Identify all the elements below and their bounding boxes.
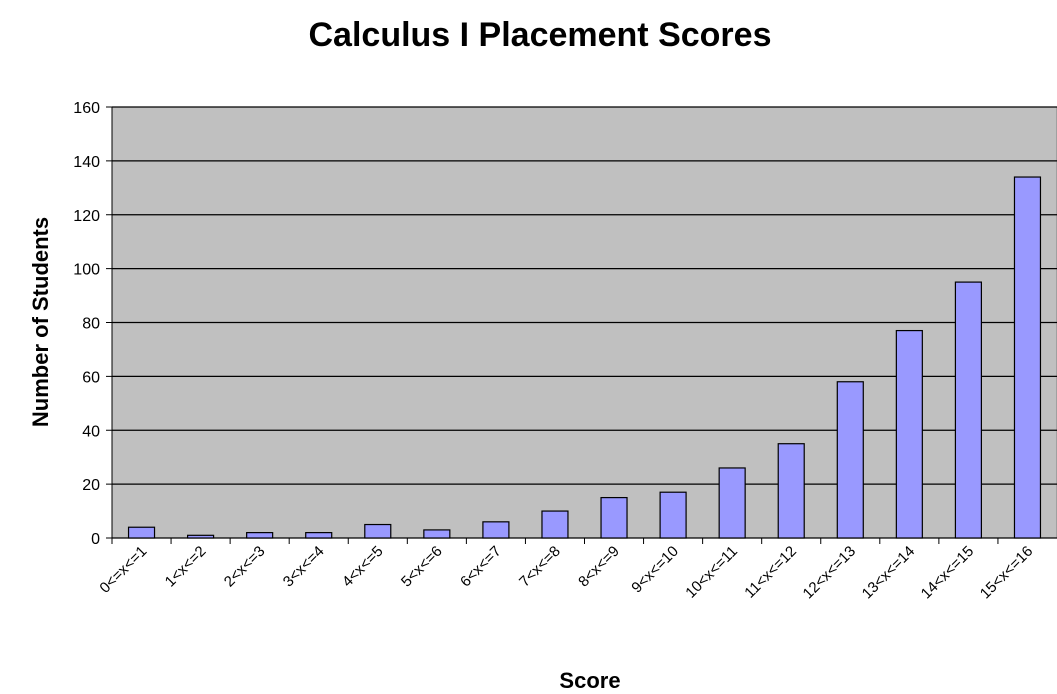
x-tick-label: 14<x<=15 <box>918 543 978 603</box>
y-axis-label: Number of Students <box>28 217 53 427</box>
bar <box>600 496 628 539</box>
x-tick-label: 8<x<=9 <box>575 543 623 591</box>
x-tick-label: 10<x<=11 <box>682 543 741 602</box>
x-tick-label: 13<x<=14 <box>859 543 919 603</box>
y-tick-label: 60 <box>82 369 100 386</box>
x-tick-label: 3<x<=4 <box>280 543 328 591</box>
y-tick-label: 20 <box>82 477 100 494</box>
bar <box>541 510 569 539</box>
x-tick-label: 5<x<=6 <box>398 543 446 591</box>
y-tick-label: 80 <box>82 316 100 333</box>
x-tick-label: 1<x<=2 <box>162 543 210 591</box>
y-tick-label: 120 <box>73 208 100 225</box>
bar <box>1013 176 1042 539</box>
x-tick-label: 7<x<=8 <box>516 543 564 591</box>
bar <box>187 534 215 539</box>
x-tick-label: 2<x<=3 <box>221 543 269 591</box>
bar <box>954 281 982 539</box>
bar <box>836 381 864 539</box>
bar <box>246 532 274 539</box>
bar <box>364 523 392 539</box>
x-tick-label: 11<x<=12 <box>741 543 800 602</box>
bar <box>895 329 923 539</box>
bar <box>777 443 805 539</box>
x-tick-label: 12<x<=13 <box>800 543 860 603</box>
y-tick-label: 100 <box>73 262 100 279</box>
bar <box>127 526 156 539</box>
y-tick-label: 140 <box>73 154 100 171</box>
bar <box>423 529 451 539</box>
y-tick-label: 0 <box>91 531 100 548</box>
bar <box>718 467 746 539</box>
bar <box>482 521 510 539</box>
x-tick-label: 0<=x<=1 <box>96 543 150 597</box>
x-tick-label: 6<x<=7 <box>457 543 505 591</box>
bar <box>659 491 687 539</box>
x-axis-label: Score <box>559 668 620 693</box>
bar <box>305 532 333 539</box>
y-tick-label: 160 <box>73 100 100 117</box>
x-tick-label: 9<x<=10 <box>628 543 682 597</box>
x-tick-label: 15<x<=16 <box>977 543 1037 603</box>
y-tick-label: 40 <box>82 423 100 440</box>
chart-title: Calculus I Placement Scores <box>309 16 772 54</box>
x-tick-label: 4<x<=5 <box>339 543 387 591</box>
